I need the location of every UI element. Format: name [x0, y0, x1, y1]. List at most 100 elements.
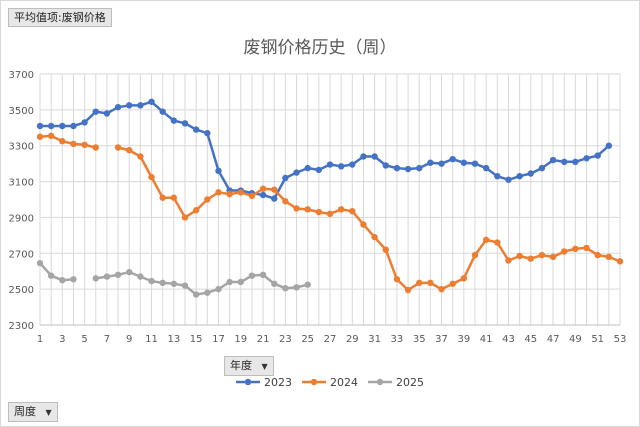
- data-point: [471, 160, 479, 167]
- x-tick-label: 37: [435, 334, 448, 345]
- x-tick-label: 33: [391, 334, 404, 345]
- series-line: [38, 261, 75, 282]
- data-point: [204, 289, 211, 296]
- y-tick-label: 3500: [9, 106, 34, 117]
- data-point: [549, 253, 557, 261]
- data-point: [494, 239, 501, 246]
- x-tick-label: 11: [145, 334, 158, 345]
- series-line: [38, 100, 611, 200]
- data-point: [114, 103, 122, 111]
- data-point: [416, 279, 423, 287]
- x-tick-label: 51: [591, 334, 604, 345]
- data-point: [449, 280, 456, 287]
- x-tick-label: 13: [167, 334, 180, 345]
- data-point: [70, 140, 77, 148]
- data-point: [181, 120, 189, 127]
- data-point: [126, 102, 133, 109]
- data-point: [304, 206, 311, 213]
- x-tick-label: 3: [59, 334, 65, 345]
- x-tick-label: 41: [480, 334, 493, 345]
- data-point: [527, 255, 534, 262]
- legend-field-filter-button[interactable]: 年度 ▼: [224, 356, 274, 376]
- value-field-label: 平均值项:废钢价格: [14, 11, 106, 24]
- data-point: [304, 164, 311, 172]
- data-point: [259, 271, 267, 278]
- y-tick-label: 2700: [9, 249, 34, 260]
- data-point: [259, 191, 267, 199]
- data-point: [159, 279, 166, 287]
- data-point: [494, 172, 501, 180]
- data-point: [460, 275, 468, 282]
- data-point: [549, 156, 557, 164]
- data-point: [103, 110, 111, 117]
- data-point: [126, 268, 133, 276]
- data-point: [471, 251, 479, 259]
- series-lines: [36, 98, 624, 298]
- x-tick-label: 21: [257, 334, 270, 345]
- y-tick-label: 2300: [9, 321, 34, 332]
- data-point: [594, 152, 601, 159]
- data-point: [170, 280, 178, 287]
- data-point: [159, 108, 166, 115]
- legend-label: 2025: [396, 376, 424, 389]
- data-point: [326, 161, 334, 168]
- data-point: [572, 158, 579, 166]
- y-tick-label: 2500: [9, 285, 34, 296]
- data-point: [59, 276, 66, 284]
- data-point: [282, 285, 289, 292]
- data-point: [192, 126, 200, 133]
- data-point: [349, 207, 356, 215]
- data-point: [170, 117, 178, 124]
- y-tick-label: 3700: [9, 70, 34, 81]
- data-point: [47, 132, 55, 140]
- chart-title: 废钢价格历史（周）: [244, 38, 397, 58]
- data-point: [371, 153, 378, 160]
- legend-marker: [310, 378, 318, 386]
- x-tick-label: 31: [368, 334, 381, 345]
- x-tick-label: 1: [37, 334, 43, 345]
- data-point: [47, 122, 55, 130]
- data-point: [226, 190, 233, 198]
- data-point: [148, 173, 155, 181]
- data-point: [81, 141, 88, 149]
- data-point: [360, 221, 367, 228]
- data-point: [237, 189, 244, 196]
- filter-dropdown-icon: ▼: [261, 362, 268, 371]
- data-point: [226, 278, 233, 286]
- dropdown-arrow-icon: ▼: [45, 408, 52, 417]
- data-point: [393, 276, 401, 283]
- x-tick-label: 15: [190, 334, 203, 345]
- data-point: [36, 133, 44, 140]
- data-point: [572, 245, 579, 253]
- data-point: [271, 186, 278, 193]
- data-point: [505, 257, 512, 264]
- x-tick-label: 27: [324, 334, 337, 345]
- x-tick-label: 43: [502, 334, 515, 345]
- y-tick-label: 2900: [9, 213, 34, 224]
- data-point: [92, 108, 99, 115]
- data-point: [271, 280, 278, 287]
- series-2025: [36, 259, 311, 298]
- gridlines: [39, 73, 621, 326]
- legend-marker: [376, 378, 384, 386]
- data-point: [248, 272, 256, 279]
- data-point: [237, 278, 244, 286]
- x-tick-label: 39: [457, 334, 470, 345]
- data-point: [315, 208, 323, 216]
- legend-field-label: 年度: [230, 359, 252, 372]
- value-field-button[interactable]: 平均值项:废钢价格: [8, 8, 112, 27]
- data-point: [170, 194, 178, 201]
- data-point: [404, 286, 412, 294]
- x-tick-label: 25: [301, 334, 314, 345]
- series-2024: [36, 132, 624, 294]
- data-point: [449, 155, 456, 163]
- data-point: [337, 163, 345, 170]
- data-point: [538, 164, 546, 172]
- legend: 2023 2024 2025: [236, 376, 424, 389]
- data-point: [137, 153, 144, 160]
- axis-field-filter-button[interactable]: 周度 ▼: [8, 402, 58, 422]
- x-tick-label: 53: [614, 334, 627, 345]
- data-point: [416, 164, 423, 172]
